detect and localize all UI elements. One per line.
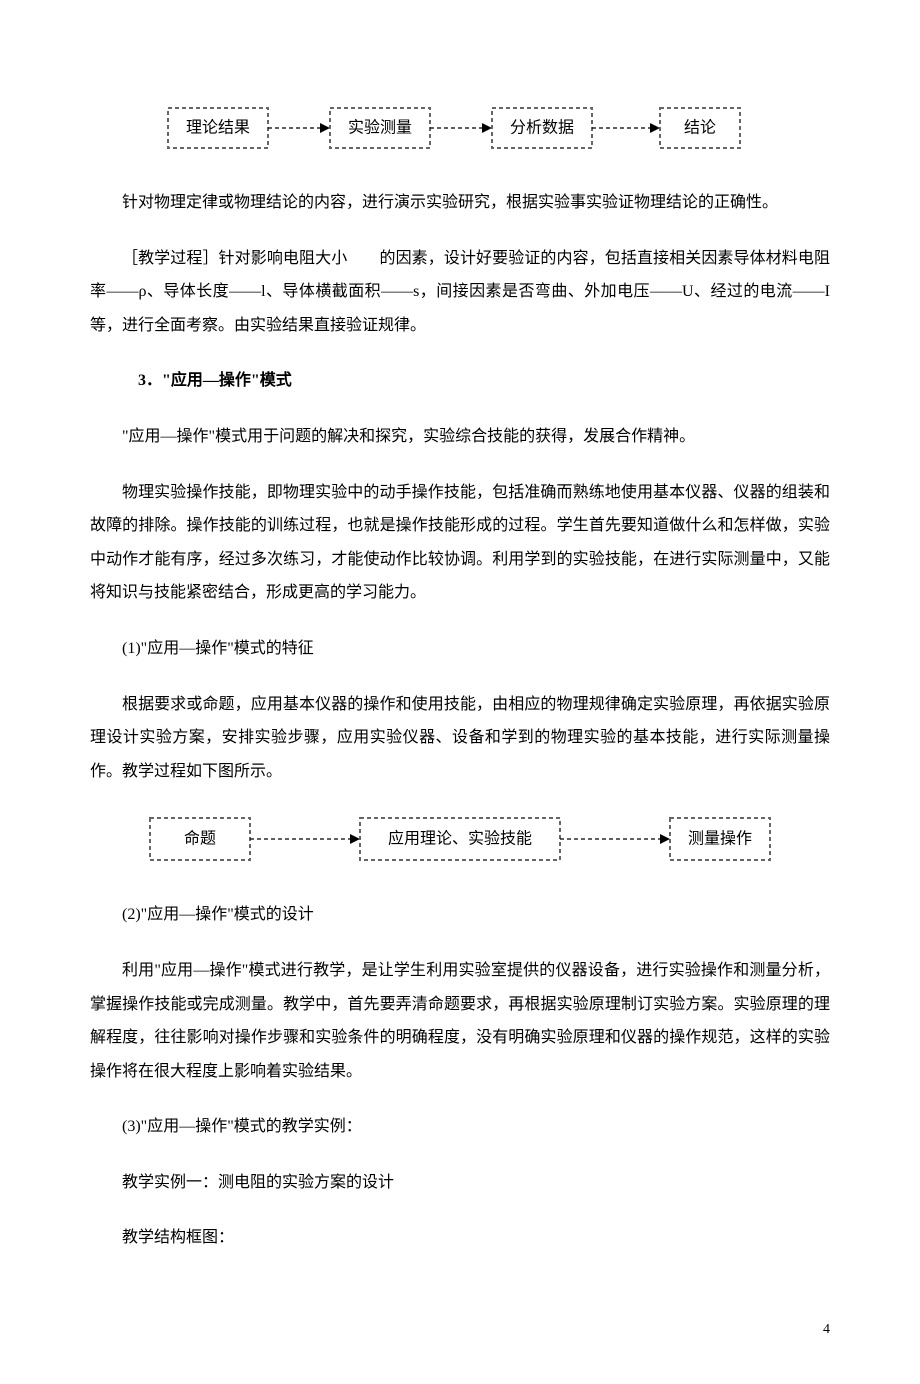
paragraph: (1)"应用—操作"模式的特征 — [90, 632, 830, 666]
section-heading: 3．"应用—操作"模式 — [90, 364, 830, 398]
arrow-head-icon — [350, 834, 360, 844]
arrow-head-icon — [482, 123, 492, 133]
document-page: 理论结果 实验测量 分析数据 结论 针对物理定律或物理结论的内容，进行演示实验研究，根… — [0, 0, 920, 1384]
page-number: 4 — [90, 1315, 830, 1344]
arrow-head-icon — [320, 123, 330, 133]
flow-box-label: 分析数据 — [510, 119, 574, 137]
paragraph: 根据要求或命题，应用基本仪器的操作和使用技能，由相应的物理规律确定实验原理，再依… — [90, 688, 830, 789]
paragraph: 针对物理定律或物理结论的内容，进行演示实验研究，根据实验事实验证物理结论的正确性… — [90, 186, 830, 220]
flow-box-label: 实验测量 — [348, 119, 412, 137]
paragraph: 教学实例一：测电阻的实验方案的设计 — [90, 1166, 830, 1200]
flow-diagram-1: 理论结果 实验测量 分析数据 结论 — [140, 100, 780, 156]
flow-box-label: 理论结果 — [186, 119, 250, 137]
paragraph: "应用—操作"模式用于问题的解决和探究，实验综合技能的获得，发展合作精神。 — [90, 420, 830, 454]
paragraph: ［教学过程］针对影响电阻大小 的因素，设计好要验证的内容，包括直接相关因素导体材… — [90, 242, 830, 343]
flow-box-label: 结论 — [684, 119, 716, 137]
arrow-head-icon — [650, 123, 660, 133]
paragraph: 利用"应用—操作"模式进行教学，是让学生利用实验室提供的仪器设备，进行实验操作和… — [90, 954, 830, 1088]
flow-box-label: 测量操作 — [688, 830, 752, 848]
flow-box-label: 命题 — [184, 830, 216, 848]
paragraph: (3)"应用—操作"模式的教学实例： — [90, 1110, 830, 1144]
paragraph: (2)"应用—操作"模式的设计 — [90, 898, 830, 932]
paragraph: 教学结构框图： — [90, 1221, 830, 1255]
flow-diagram-2: 命题 应用理论、实验技能 测量操作 — [110, 810, 810, 868]
arrow-head-icon — [660, 834, 670, 844]
flow-box-label: 应用理论、实验技能 — [388, 829, 532, 848]
paragraph: 物理实验操作技能，即物理实验中的动手操作技能，包括准确而熟练地使用基本仪器、仪器… — [90, 476, 830, 610]
